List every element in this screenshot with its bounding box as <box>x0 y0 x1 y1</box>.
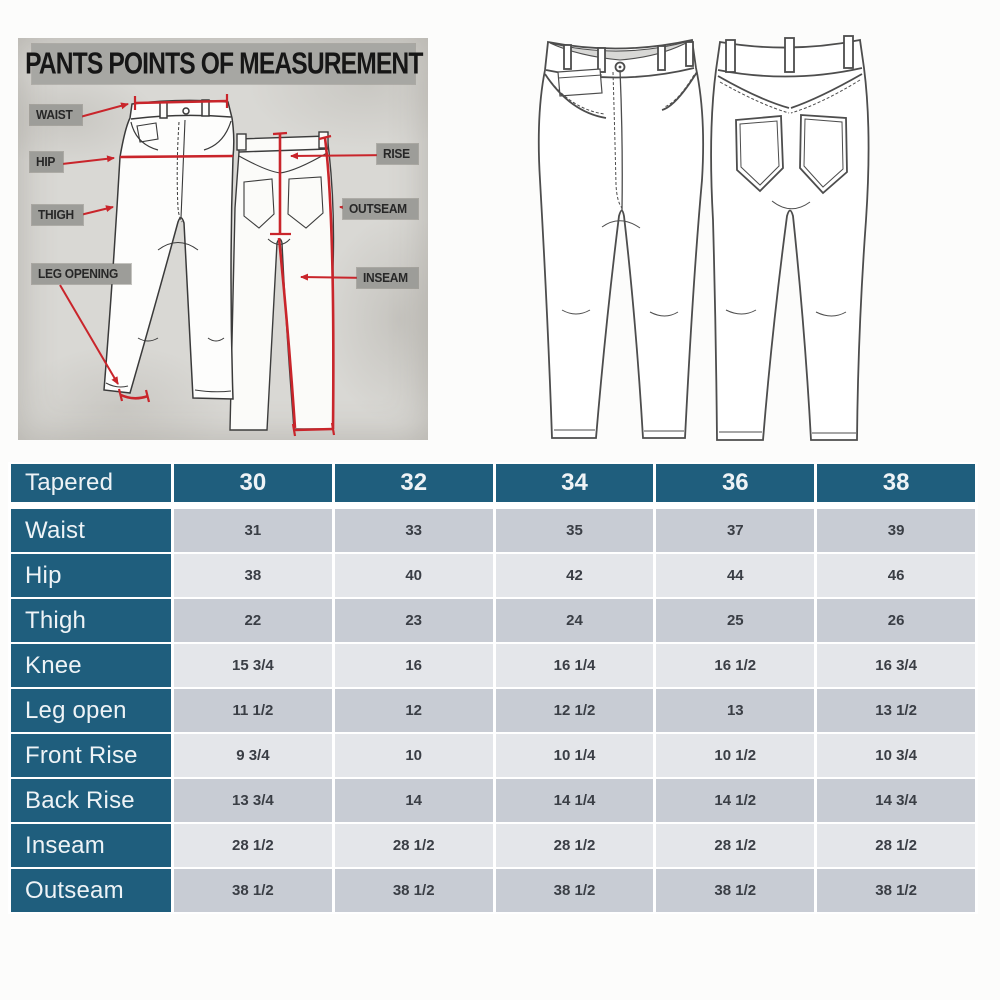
size-cell: 23 <box>334 599 493 642</box>
size-cell: 38 1/2 <box>495 869 654 912</box>
size-table-body: Waist 31 33 35 37 39 Hip 38 40 42 44 46 Thigh 22 23 24 2… <box>11 509 975 912</box>
measurement-label-leg-opening: LEG OPENING <box>32 264 131 284</box>
measurement-label-inseam: INSEAM <box>357 268 418 288</box>
measurement-label-outseam: OUTSEAM <box>343 199 418 219</box>
size-cell: 42 <box>495 554 654 597</box>
row-label: Front Rise <box>11 734 171 777</box>
size-cell: 38 <box>174 554 332 597</box>
table-corner-label: Tapered <box>11 464 171 507</box>
size-cell: 10 1/4 <box>495 734 654 777</box>
measurement-label-hip: HIP <box>30 152 63 172</box>
size-cell: 28 1/2 <box>174 824 332 867</box>
size-cell: 16 3/4 <box>817 644 975 687</box>
row-label: Inseam <box>11 824 171 867</box>
measurement-lines <box>59 94 391 437</box>
size-cell: 16 1/4 <box>495 644 654 687</box>
diagram-title-text: PANTS POINTS OF MEASUREMENT <box>24 46 423 81</box>
size-cell: 38 1/2 <box>174 869 332 912</box>
size-cell: 25 <box>656 599 815 642</box>
size-cell: 14 3/4 <box>817 779 975 822</box>
size-cell: 10 1/2 <box>656 734 815 777</box>
size-cell: 38 1/2 <box>817 869 975 912</box>
table-row: Back Rise 13 3/4 14 14 1/4 14 1/2 14 3/4 <box>11 779 975 822</box>
size-cell: 31 <box>174 509 332 552</box>
column-header-size-38: 38 <box>817 464 975 507</box>
size-cell: 14 <box>334 779 493 822</box>
size-table-header-row: Tapered 30 32 34 36 38 <box>11 464 975 507</box>
size-cell: 33 <box>334 509 493 552</box>
size-cell: 26 <box>817 599 975 642</box>
column-header-size-34: 34 <box>495 464 654 507</box>
jeans-back-flat <box>710 35 870 441</box>
column-header-size-36: 36 <box>656 464 815 507</box>
table-row: Leg open 11 1/2 12 12 1/2 13 13 1/2 <box>11 689 975 732</box>
size-cell: 13 3/4 <box>174 779 332 822</box>
size-cell: 37 <box>656 509 815 552</box>
size-cell: 13 1/2 <box>817 689 975 732</box>
measurement-diagram-panel: PANTS POINTS OF MEASUREMENT <box>18 38 428 440</box>
size-cell: 22 <box>174 599 332 642</box>
size-cell: 14 1/2 <box>656 779 815 822</box>
size-cell: 38 1/2 <box>334 869 493 912</box>
row-label: Waist <box>11 509 171 552</box>
size-cell: 40 <box>334 554 493 597</box>
size-cell: 11 1/2 <box>174 689 332 732</box>
size-cell: 9 3/4 <box>174 734 332 777</box>
table-row: Inseam 28 1/2 28 1/2 28 1/2 28 1/2 28 1/2 <box>11 824 975 867</box>
diagram-title: PANTS POINTS OF MEASUREMENT <box>25 44 423 84</box>
table-row: Hip 38 40 42 44 46 <box>11 554 975 597</box>
size-cell: 16 1/2 <box>656 644 815 687</box>
size-cell: 44 <box>656 554 815 597</box>
size-cell: 28 1/2 <box>334 824 493 867</box>
table-row: Thigh 22 23 24 25 26 <box>11 599 975 642</box>
size-cell: 10 3/4 <box>817 734 975 777</box>
column-header-size-32: 32 <box>334 464 493 507</box>
size-cell: 35 <box>495 509 654 552</box>
measurement-label-waist: WAIST <box>30 105 82 125</box>
size-cell: 14 1/4 <box>495 779 654 822</box>
table-row: Outseam 38 1/2 38 1/2 38 1/2 38 1/2 38 1/2 <box>11 869 975 912</box>
measurement-label-rise: RISE <box>376 144 418 164</box>
row-label: Back Rise <box>11 779 171 822</box>
table-row: Knee 15 3/4 16 16 1/4 16 1/2 16 3/4 <box>11 644 975 687</box>
size-cell: 15 3/4 <box>174 644 332 687</box>
row-label: Outseam <box>11 869 171 912</box>
pants-front-sketch <box>103 99 235 400</box>
size-table-header: Tapered 30 32 34 36 38 <box>11 464 975 507</box>
size-table: Tapered 30 32 34 36 38 Waist 31 33 35 37 39 Hip 38 40… <box>8 462 978 914</box>
row-label: Hip <box>11 554 171 597</box>
table-row: Waist 31 33 35 37 39 <box>11 509 975 552</box>
size-cell: 28 1/2 <box>817 824 975 867</box>
jeans-front-flat <box>537 38 705 439</box>
table-row: Front Rise 9 3/4 10 10 1/4 10 1/2 10 3/4 <box>11 734 975 777</box>
column-header-size-30: 30 <box>174 464 332 507</box>
size-cell: 28 1/2 <box>656 824 815 867</box>
row-label: Knee <box>11 644 171 687</box>
measurement-diagram-drawing <box>59 94 391 437</box>
size-cell: 12 1/2 <box>495 689 654 732</box>
size-cell: 10 <box>334 734 493 777</box>
row-label: Leg open <box>11 689 171 732</box>
size-table-section: Tapered 30 32 34 36 38 Waist 31 33 35 37 39 Hip 38 40… <box>8 462 978 914</box>
row-label: Thigh <box>11 599 171 642</box>
jeans-technical-flats <box>537 35 870 441</box>
size-cell: 38 1/2 <box>656 869 815 912</box>
size-cell: 13 <box>656 689 815 732</box>
size-cell: 24 <box>495 599 654 642</box>
size-cell: 46 <box>817 554 975 597</box>
pants-back-sketch <box>229 131 335 431</box>
size-cell: 12 <box>334 689 493 732</box>
measurement-label-thigh: THIGH <box>32 205 83 225</box>
size-cell: 16 <box>334 644 493 687</box>
size-cell: 39 <box>817 509 975 552</box>
size-cell: 28 1/2 <box>495 824 654 867</box>
